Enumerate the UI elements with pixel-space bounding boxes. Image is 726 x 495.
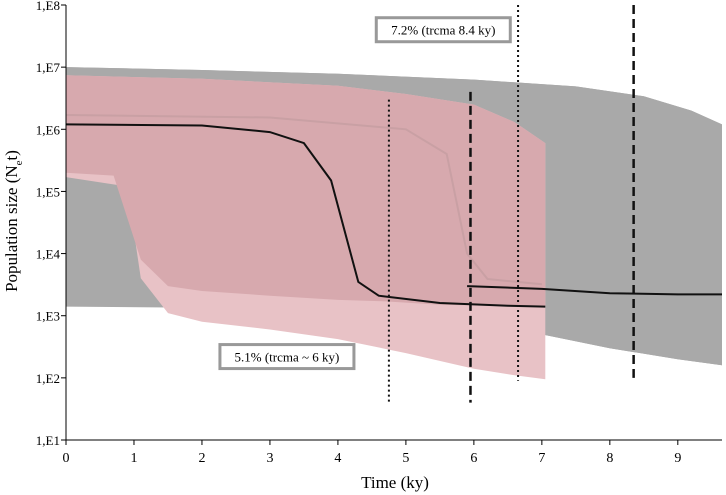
annotations: 7.2% (trcma 8.4 ky) 5.1% (trcma ~ 6 ky) xyxy=(218,16,512,371)
y-tick-label: 1,E1 xyxy=(36,433,60,448)
x-tick-label: 8 xyxy=(606,451,613,466)
x-tick-label: 6 xyxy=(470,451,477,466)
x-tick-label: 2 xyxy=(198,451,205,466)
x-tick-label: 7 xyxy=(538,451,545,466)
annotation-text: 7.2% (trcma 8.4 ky) xyxy=(391,23,495,38)
x-tick-label: 4 xyxy=(334,451,341,466)
gray-median-line xyxy=(467,285,722,296)
y-axis-label-tail: t) xyxy=(2,150,21,160)
y-tick-label: 1,E5 xyxy=(36,184,60,199)
x-tick-label: 9 xyxy=(674,451,681,466)
confidence-bands xyxy=(66,67,722,380)
annotation-box-2: 5.1% (trcma ~ 6 ky) xyxy=(218,343,356,371)
pink-median-line xyxy=(65,123,546,308)
x-axis-label: Time (ky) xyxy=(361,473,429,492)
y-tick-label: 1,E3 xyxy=(36,309,60,324)
y-tick-label: 1,E2 xyxy=(36,371,60,386)
y-axis-label-sub: e xyxy=(13,160,25,165)
y-axis-label-main: Population size (N xyxy=(2,165,21,292)
y-tick-label: 1,E4 xyxy=(36,247,61,262)
pink-band-inner xyxy=(66,75,546,307)
x-tick-label: 0 xyxy=(63,451,70,466)
annotation-frame xyxy=(374,16,512,44)
x-tick-label: 3 xyxy=(266,451,273,466)
x-tick-label: 1 xyxy=(130,451,137,466)
x-tick-label: 5 xyxy=(402,451,409,466)
y-axis-label: Population size (Net) xyxy=(2,150,25,292)
annotation-box-1: 7.2% (trcma 8.4 ky) xyxy=(374,16,512,44)
faint-median-line xyxy=(65,114,542,286)
tmrca-markers xyxy=(387,5,635,403)
y-tick-label: 1,E8 xyxy=(36,0,60,13)
y-tick-label: 1,E6 xyxy=(36,122,61,137)
annotation-text: 5.1% (trcma ~ 6 ky) xyxy=(234,350,339,365)
annotation-frame xyxy=(218,343,356,371)
y-tick-label: 1,E7 xyxy=(36,60,61,75)
axes xyxy=(65,5,722,441)
median-lines xyxy=(65,114,722,308)
tick-labels: 0 1 2 3 4 5 6 7 8 9 1,E1 1,E2 1,E3 1,E4 1,E5 1,E6 1,E7 1,… xyxy=(36,0,682,466)
